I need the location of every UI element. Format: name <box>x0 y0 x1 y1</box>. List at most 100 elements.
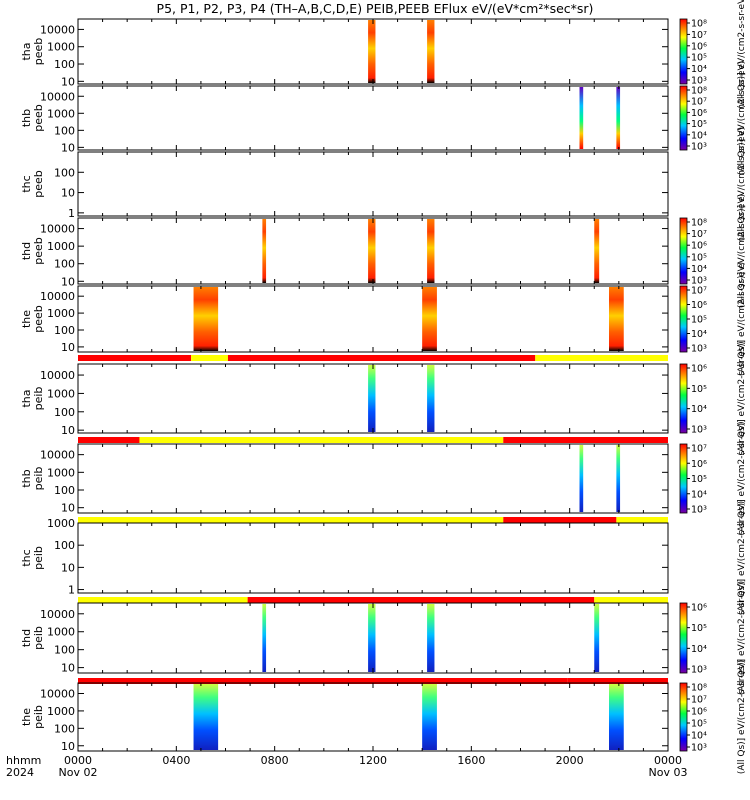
figure-title: P5, P1, P2, P3, P4 (TH–A,B,C,D,E) PEIB,P… <box>157 1 594 16</box>
colorbar-tick-label: 10⁷ <box>691 444 707 455</box>
time-tick-label: 0800 <box>261 754 289 767</box>
spectrogram-column <box>427 604 435 672</box>
panel-label-probe: thd <box>20 242 33 260</box>
spectrogram-column <box>368 365 376 432</box>
axis-row-label-year: 2024 <box>6 766 34 779</box>
colorbar <box>679 682 688 752</box>
colorbar-tick-label: 10⁵ <box>691 474 707 485</box>
panel-label-probe: the <box>20 310 33 328</box>
y-tick-label: 100 <box>54 484 75 497</box>
y-tick-label: 1 <box>68 584 75 597</box>
spectrogram-column <box>368 219 376 283</box>
panel-label-instrument: peib <box>32 546 45 570</box>
panel-thc-peeb: 100 10 1 thc peeb (All Qs)] eV/(cm2-s-sr-eV) <box>20 127 747 241</box>
y-tick-label: 1000 <box>47 107 75 120</box>
colorbar-tick-label: 10⁴ <box>691 489 707 500</box>
colorbar-tick-label: 10⁷ <box>691 286 707 297</box>
colorbar-label: (All Qs)] eV/(cm2-s-sr-eV) <box>737 194 747 308</box>
time-tick-label: 0000 <box>654 754 682 767</box>
colorbar <box>679 85 688 151</box>
colorbar-label: (All Qs)] eV/(cm2-s-sr-eV) <box>737 127 747 241</box>
colorbar-tick-label: 10⁷ <box>691 97 707 108</box>
colorbar-tick-label: 10⁶ <box>691 241 707 252</box>
y-tick-label: 1000 <box>47 626 75 639</box>
y-tick-label: 10 <box>61 740 75 753</box>
time-tick-label: 1600 <box>457 754 485 767</box>
panel-label-probe: the <box>20 708 33 726</box>
panel-label-probe: thc <box>20 175 33 192</box>
panel-label-instrument: peib <box>32 467 45 491</box>
y-tick-label: 10 <box>61 75 75 88</box>
spectrogram-column <box>616 445 621 512</box>
y-tick-label: 10 <box>61 662 75 675</box>
mode-bar-segment <box>78 355 192 361</box>
y-tick-label: 10 <box>61 141 75 154</box>
panel-frame <box>77 522 669 594</box>
mode-bar-segment <box>139 437 504 443</box>
colorbar-tick-label: 10⁸ <box>691 86 707 97</box>
panel-label-instrument: peeb <box>32 305 45 333</box>
y-tick-label: 100 <box>54 324 75 337</box>
panel-label-instrument: peib <box>32 626 45 650</box>
colorbar-tick-label: 10⁴ <box>691 644 707 655</box>
spectrogram-column <box>594 604 600 672</box>
colorbar-tick-label: 10⁵ <box>691 315 707 326</box>
y-tick-label: 10000 <box>40 290 75 303</box>
colorbar-tick-label: 10⁵ <box>691 384 707 395</box>
colorbar-tick-label: 10³ <box>691 743 707 754</box>
colorbar <box>679 443 688 514</box>
colorbar <box>679 602 688 674</box>
y-tick-label: 1000 <box>47 517 75 530</box>
panel-label-probe: thd <box>20 629 33 647</box>
mode-bar-segment <box>191 355 228 361</box>
y-tick-label: 100 <box>54 644 75 657</box>
y-tick-label: 10000 <box>40 449 75 462</box>
y-tick-label: 1000 <box>47 307 75 320</box>
spectrogram-column <box>616 87 621 149</box>
y-tick-label: 1000 <box>47 705 75 718</box>
panel-frame <box>77 285 669 353</box>
y-tick-label: 100 <box>54 539 75 552</box>
colorbar-tick-label: 10⁶ <box>691 108 707 119</box>
colorbar-tick-label: 10⁶ <box>691 300 707 311</box>
time-tick-labels: 0000 0400 0800 1200 1600 2000 0000 <box>64 754 682 767</box>
colorbar-label: (All Qs)] eV/(cm2-s-sr-eV) <box>737 0 747 109</box>
panel-thd-peib: 10000 1000 100 10 thd peib 10⁶ 10⁵ 10⁴ 10³ (All Qs… <box>20 581 747 695</box>
colorbar-label: (All Qs)] eV/(cm2-s-sr-eV) <box>737 61 747 175</box>
y-tick-label: 1000 <box>47 41 75 54</box>
y-tick-label: 100 <box>54 258 75 271</box>
mode-bar-segment <box>78 517 504 523</box>
panel-label-probe: thc <box>20 549 33 566</box>
spectrogram-column <box>368 20 376 83</box>
panel-label-instrument: peeb <box>32 104 45 132</box>
time-tick-label: 2000 <box>556 754 584 767</box>
colorbar-tick-label: 10⁷ <box>691 30 707 41</box>
colorbar-tick-label: 10⁶ <box>691 459 707 470</box>
colorbar-tick-label: 10⁸ <box>691 683 707 694</box>
y-tick-label: 10000 <box>40 223 75 236</box>
spectrogram-column <box>422 684 437 750</box>
y-tick-label: 10 <box>61 275 75 288</box>
mode-bar-segment <box>247 597 595 603</box>
spectrogram-column <box>422 287 437 351</box>
y-tick-label: 100 <box>54 722 75 735</box>
y-tick-label: 10000 <box>40 687 75 700</box>
colorbar <box>679 285 688 353</box>
panel-label-instrument: peib <box>32 387 45 411</box>
colorbar-label: (All Qs)] eV/(cm2-s-sr-eV) <box>737 660 747 774</box>
mode-bar-segment <box>78 597 248 603</box>
y-tick-label: 100 <box>54 166 75 179</box>
y-tick-label: 10000 <box>40 369 75 382</box>
panel-label-probe: thb <box>20 109 33 127</box>
y-tick-label: 1000 <box>47 240 75 253</box>
panel-thc-peib: 1000 100 10 1 thc peib (All Qs)] eV/(cm2-s-sr-… <box>20 501 747 615</box>
mode-bar-segment <box>503 517 617 523</box>
date-start-label: Nov 02 <box>59 766 98 779</box>
spectrogram-column <box>262 604 267 672</box>
spectrogram-column <box>368 604 376 672</box>
colorbar-tick-label: 10⁸ <box>691 218 707 229</box>
